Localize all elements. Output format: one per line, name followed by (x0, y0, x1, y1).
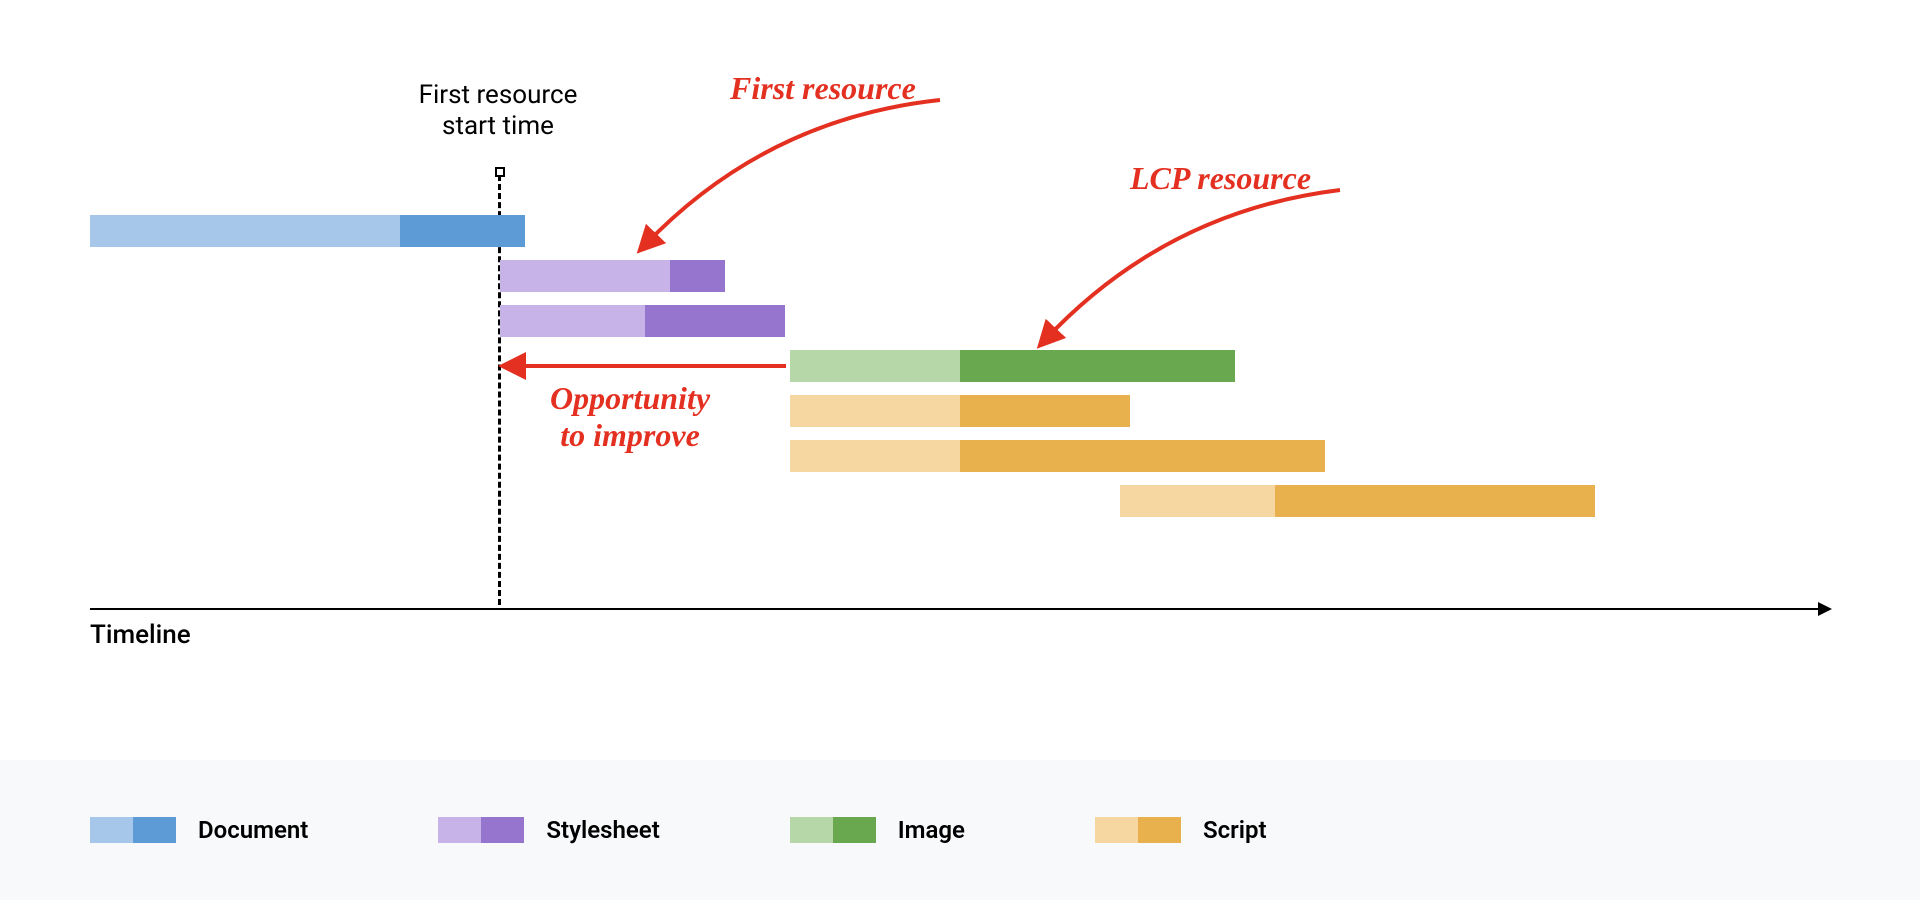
legend-swatch-script (1095, 817, 1181, 843)
script-bar-2-wait (790, 440, 960, 472)
script-bar-1-wait (790, 395, 960, 427)
script-bar-2-download (960, 440, 1325, 472)
legend-item-stylesheet: Stylesheet (438, 816, 659, 844)
timeline-axis (90, 608, 1830, 610)
stylesheet-bar-2 (500, 305, 785, 337)
legend: Document Stylesheet Image Script (0, 760, 1920, 900)
marker-handle-icon (495, 167, 505, 177)
legend-item-image: Image (790, 816, 965, 844)
marker-label: First resource start time (398, 80, 598, 142)
annotation-lcp-resource: LCP resource (1130, 160, 1311, 197)
annotation-first-resource: First resource (730, 70, 916, 107)
annotation-lcp-resource-text: LCP resource (1130, 160, 1311, 196)
image-bar (790, 350, 1235, 382)
marker-label-line1: First resource (419, 80, 578, 110)
image-bar-download (960, 350, 1235, 382)
legend-label-document: Document (198, 816, 308, 844)
script-bar-3-download (1275, 485, 1595, 517)
arrow-lcp-resource (1045, 190, 1340, 340)
waterfall-chart: First resource start time First resource… (90, 70, 1830, 610)
legend-label-image: Image (898, 816, 965, 844)
script-bar-3 (1120, 485, 1595, 517)
legend-label-script: Script (1203, 816, 1267, 844)
annotation-first-resource-text: First resource (730, 70, 916, 106)
timeline-axis-label: Timeline (90, 620, 191, 650)
annotation-opportunity-line2: to improve (560, 417, 700, 453)
marker-label-line2: start time (442, 111, 554, 141)
annotation-opportunity: Opportunity to improve (550, 380, 710, 454)
script-bar-3-wait (1120, 485, 1275, 517)
stylesheet-bar-1 (500, 260, 725, 292)
script-bar-2 (790, 440, 1325, 472)
annotation-opportunity-line1: Opportunity (550, 380, 710, 416)
document-bar-wait (90, 215, 400, 247)
document-bar (90, 215, 525, 247)
stylesheet-bar-2-wait (500, 305, 645, 337)
stylesheet-bar-2-download (645, 305, 785, 337)
arrow-first-resource (645, 100, 940, 245)
stylesheet-bar-1-download (670, 260, 725, 292)
script-bar-1 (790, 395, 1130, 427)
image-bar-wait (790, 350, 960, 382)
legend-item-document: Document (90, 816, 308, 844)
annotation-arrows (90, 70, 1830, 610)
stylesheet-bar-1-wait (500, 260, 670, 292)
legend-swatch-stylesheet (438, 817, 524, 843)
legend-swatch-image (790, 817, 876, 843)
legend-item-script: Script (1095, 816, 1267, 844)
legend-swatch-document (90, 817, 176, 843)
legend-label-stylesheet: Stylesheet (546, 816, 659, 844)
document-bar-download (400, 215, 525, 247)
script-bar-1-download (960, 395, 1130, 427)
